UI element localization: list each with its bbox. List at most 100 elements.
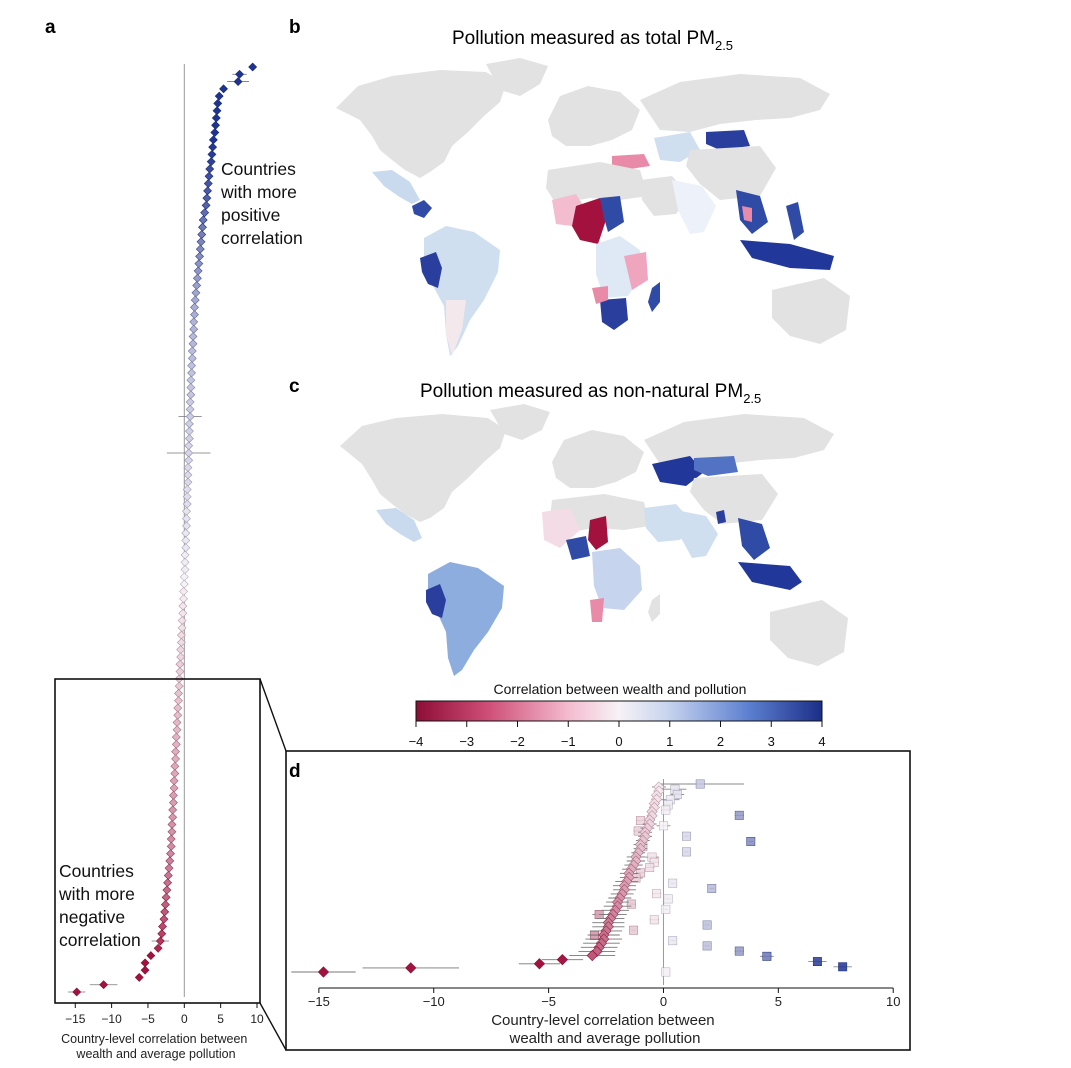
map-b-greenland [486,58,548,96]
map-b-madagascar [648,282,660,312]
panel-a-xtick-label: 0 [181,1012,188,1026]
annotation-positive-line4: correlation [221,228,303,248]
map-b-andes-west [420,252,442,288]
panel-a-point [214,91,224,101]
map-b-title: Pollution measured as total PM2.5 [452,28,733,53]
map-c-madagascar [648,594,660,622]
panel-a-point [188,332,198,341]
panel-d-square-point [681,847,691,857]
panel-a-plot: −15 −10 −5 0 5 10 [65,62,264,1026]
panel-a-point [235,69,244,79]
panel-a-point [187,346,197,356]
panel-a-point [233,77,243,86]
map-c-north-america [340,414,506,522]
panel-a-point [161,892,171,902]
panel-a-point [177,623,187,633]
map-c-indonesia [738,562,802,590]
annotation-positive: Countries with more positive correlation [220,159,303,248]
panel-a-point [212,106,222,116]
panel-d-square-point [681,831,691,841]
panel-a-point [208,135,218,145]
zoom-connector-top [259,678,287,752]
panel-d-square-point [661,904,671,914]
panel-a-point [157,929,167,939]
panel-a-point [219,84,228,94]
zoom-connector-bottom [259,1002,287,1051]
panel-d-box [285,750,911,1051]
panel-a-point [172,725,182,735]
map-c-south-america [428,562,504,676]
panel-a-point [169,776,179,786]
panel-d-diamond-point [556,954,569,966]
panel-a-point [190,310,199,320]
map-b-north-africa [546,162,648,204]
panel-a-point [184,455,194,465]
panel-a-point [174,681,184,691]
panel-d-square-point [636,868,645,878]
panel-d-square-point [652,889,662,899]
panel-a-point [192,281,202,290]
panel-a-xtick-label: 10 [250,1012,264,1026]
panel-a-point [205,164,215,174]
panel-a-xtick-label: −5 [141,1012,155,1026]
panel-a-point [72,987,82,997]
panel-a-point [197,230,207,239]
panel-letter-b: b [289,17,301,38]
map-c [340,404,848,676]
panel-a-point [166,841,176,851]
panel-d-square-point [661,805,671,815]
panel-d-xtick-label: −10 [423,994,445,1009]
panel-a-point [165,856,175,866]
panel-a-point [203,179,213,188]
panel-a-point [185,412,195,422]
map-b-russia [640,74,830,132]
panel-a-point [188,339,198,349]
panel-d-square-point [838,962,848,972]
map-b-south-america [424,226,500,356]
panel-a-point [173,710,183,720]
map-c-greenland [490,404,550,440]
panel-a-point [181,536,191,545]
panel-a-point [162,885,172,895]
panel-a-point [180,565,190,574]
map-c-south-asia [676,510,718,558]
panel-a-point [248,62,258,72]
panel-a-point [195,244,205,254]
panel-d-xtick-label: 10 [886,994,900,1009]
panel-a-point [169,783,179,793]
panel-a-point [170,769,180,778]
panel-d-square-point [645,863,655,873]
panel-a-point [134,973,144,982]
panel-a-point [179,586,189,596]
panel-a-point [186,390,196,400]
panel-a-point [187,361,197,371]
panel-a-point [167,820,177,829]
map-c-chad-red [588,516,608,550]
panel-a-point [176,645,186,655]
panel-letter-d: d [289,761,301,782]
panel-d-square-point [661,967,671,977]
panel-d-square-point [649,915,659,925]
colorbar-tick-label: 0 [615,734,622,749]
panel-a-point [167,827,177,837]
map-b [336,58,850,356]
map-b-mongolia [706,130,750,150]
colorbar-tick-label: 3 [768,734,775,749]
panel-d-square-point [734,946,744,956]
map-b-sahel-blue [600,196,624,232]
panel-a-xtick-label: −15 [65,1012,86,1026]
panel-a-point [184,448,194,458]
panel-a-point [184,434,194,443]
map-c-australia [770,600,848,666]
panel-letter-a: a [45,17,56,38]
panel-a-point [198,215,208,225]
panel-a-point [172,718,182,727]
panel-a-point [184,419,194,429]
panel-a-point [160,907,170,917]
panel-a-point [194,259,204,269]
colorbar-tick-label: 2 [717,734,724,749]
panel-a-point [173,703,183,713]
panel-a-point [174,696,183,706]
panel-d-square-point [734,810,744,820]
panel-a-point [210,128,220,137]
